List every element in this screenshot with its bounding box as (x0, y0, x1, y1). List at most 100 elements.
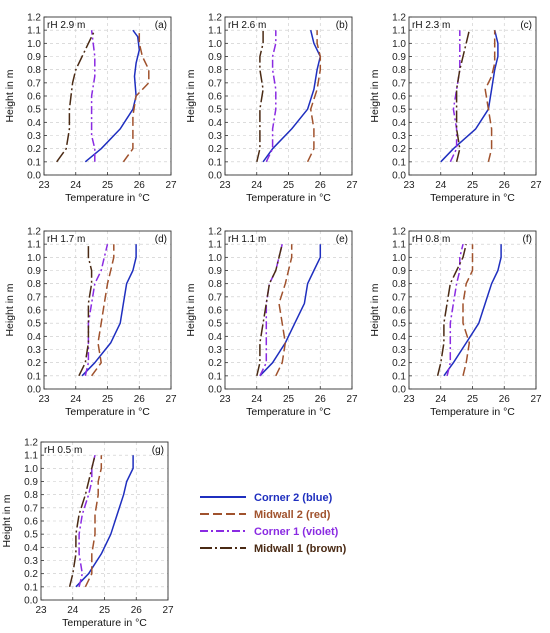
series-line (443, 244, 502, 377)
x-tick-label: 24 (251, 180, 263, 191)
x-axis-label: Temperature in °C (62, 617, 147, 629)
y-tick-label: 0.2 (24, 569, 38, 580)
panel-tag: (f) (523, 234, 532, 245)
y-tick-label: 0.4 (392, 332, 406, 343)
y-tick-label: 0.4 (24, 543, 38, 554)
series-line (455, 30, 471, 162)
series-line (262, 30, 322, 163)
y-tick-label: 0.5 (27, 105, 41, 116)
legend-label: Corner 2 (blue) (254, 492, 333, 504)
y-tick-label: 0.2 (27, 358, 41, 369)
y-tick-label: 0.3 (208, 345, 222, 356)
y-tick-label: 0.4 (27, 118, 41, 129)
y-tick-label: 0.3 (24, 556, 38, 567)
series-line (75, 455, 134, 588)
y-tick-label: 0.1 (27, 371, 41, 382)
x-tick-label: 27 (346, 180, 358, 191)
x-axis-label: Temperature in °C (65, 406, 150, 418)
y-tick-label: 0.3 (392, 131, 406, 142)
x-tick-label: 27 (165, 180, 177, 191)
y-tick-label: 1.0 (208, 39, 222, 50)
x-tick-label: 24 (67, 605, 79, 616)
panel-annotation: rH 0.5 m (44, 445, 82, 456)
y-tick-label: 1.1 (392, 26, 406, 37)
series-line (122, 30, 150, 163)
y-tick-label: 0.8 (27, 65, 41, 76)
panel-tag: (b) (336, 20, 348, 31)
y-tick-label: 0.1 (392, 157, 406, 168)
series-line (90, 30, 96, 162)
panel-tag: (e) (336, 234, 348, 245)
y-tick-label: 0.3 (208, 131, 222, 142)
y-axis-label: Height in m (369, 283, 381, 336)
y-axis-label: Height in m (185, 283, 197, 336)
y-tick-label: 0.0 (24, 596, 38, 607)
y-tick-label: 1.2 (27, 227, 41, 238)
series-line (78, 244, 93, 377)
y-axis-label: Height in m (4, 283, 16, 336)
legend-label: Midwall 2 (red) (254, 509, 331, 521)
chart-panel: 23 24 25 26 27 0.0 0.1 0.2 0.3 0.4 0.5 0.6 0.7 0.8 0.9… (1, 438, 174, 630)
series-line (265, 30, 277, 163)
series-line (484, 30, 496, 162)
chart-panel: 23 24 25 26 27 0.0 0.1 0.2 0.3 0.4 0.5 0.6 0.7 0.8 0.9… (4, 227, 177, 419)
x-tick-label: 26 (499, 394, 511, 405)
x-tick-label: 26 (134, 180, 146, 191)
y-tick-label: 0.8 (392, 65, 406, 76)
y-tick-label: 0.8 (208, 65, 222, 76)
series-line (440, 30, 499, 163)
series-line (84, 455, 103, 588)
x-tick-label: 25 (102, 180, 114, 191)
y-tick-label: 0.0 (392, 171, 406, 182)
y-tick-label: 1.2 (24, 438, 38, 449)
x-tick-label: 24 (435, 180, 447, 191)
y-tick-label: 0.9 (208, 266, 222, 277)
y-tick-label: 0.9 (392, 52, 406, 63)
panel-tag: (d) (155, 234, 167, 245)
x-tick-label: 25 (99, 605, 111, 616)
x-tick-label: 26 (134, 394, 146, 405)
x-tick-label: 24 (435, 394, 447, 405)
y-tick-label: 0.5 (24, 530, 38, 541)
x-tick-label: 27 (530, 180, 542, 191)
y-tick-label: 0.8 (24, 490, 38, 501)
x-tick-label: 23 (35, 605, 47, 616)
series-line (256, 30, 264, 162)
y-tick-label: 0.7 (208, 78, 222, 89)
panel-annotation: rH 1.1 m (228, 234, 266, 245)
x-tick-label: 23 (38, 180, 50, 191)
panel-annotation: rH 2.6 m (228, 20, 266, 31)
y-tick-label: 0.7 (208, 292, 222, 303)
y-tick-label: 0.0 (392, 385, 406, 396)
x-tick-label: 25 (283, 180, 295, 191)
chart-panel: 23 24 25 26 27 0.0 0.1 0.2 0.3 0.4 0.5 0.6 0.7 0.8 0.9… (185, 13, 358, 205)
x-tick-label: 25 (283, 394, 295, 405)
x-tick-label: 24 (70, 180, 82, 191)
chart-panel: 23 24 25 26 27 0.0 0.1 0.2 0.3 0.4 0.5 0.6 0.7 0.8 0.9… (4, 13, 177, 205)
series-line (259, 244, 322, 377)
x-axis-label: Temperature in °C (246, 192, 331, 204)
y-tick-label: 0.0 (27, 171, 41, 182)
y-tick-label: 1.2 (208, 227, 222, 238)
y-tick-label: 0.6 (392, 92, 406, 103)
y-axis-label: Height in m (185, 69, 197, 122)
y-tick-label: 0.4 (208, 332, 222, 343)
x-tick-label: 26 (315, 180, 327, 191)
y-tick-label: 1.1 (208, 26, 222, 37)
y-tick-label: 0.9 (208, 52, 222, 63)
y-tick-label: 1.2 (27, 13, 41, 24)
y-tick-label: 0.3 (27, 131, 41, 142)
series-line (256, 244, 283, 376)
y-tick-label: 1.2 (392, 227, 406, 238)
chart-panel: 23 24 25 26 27 0.0 0.1 0.2 0.3 0.4 0.5 0.6 0.7 0.8 0.9… (369, 227, 542, 419)
x-tick-label: 27 (530, 394, 542, 405)
y-tick-label: 0.1 (24, 582, 38, 593)
y-tick-label: 0.3 (27, 345, 41, 356)
x-tick-label: 25 (467, 394, 479, 405)
y-axis-label: Height in m (4, 69, 16, 122)
y-tick-label: 1.2 (208, 13, 222, 24)
y-tick-label: 0.1 (208, 371, 222, 382)
x-tick-label: 23 (219, 394, 231, 405)
y-tick-label: 0.7 (27, 78, 41, 89)
y-tick-label: 0.5 (392, 105, 406, 116)
